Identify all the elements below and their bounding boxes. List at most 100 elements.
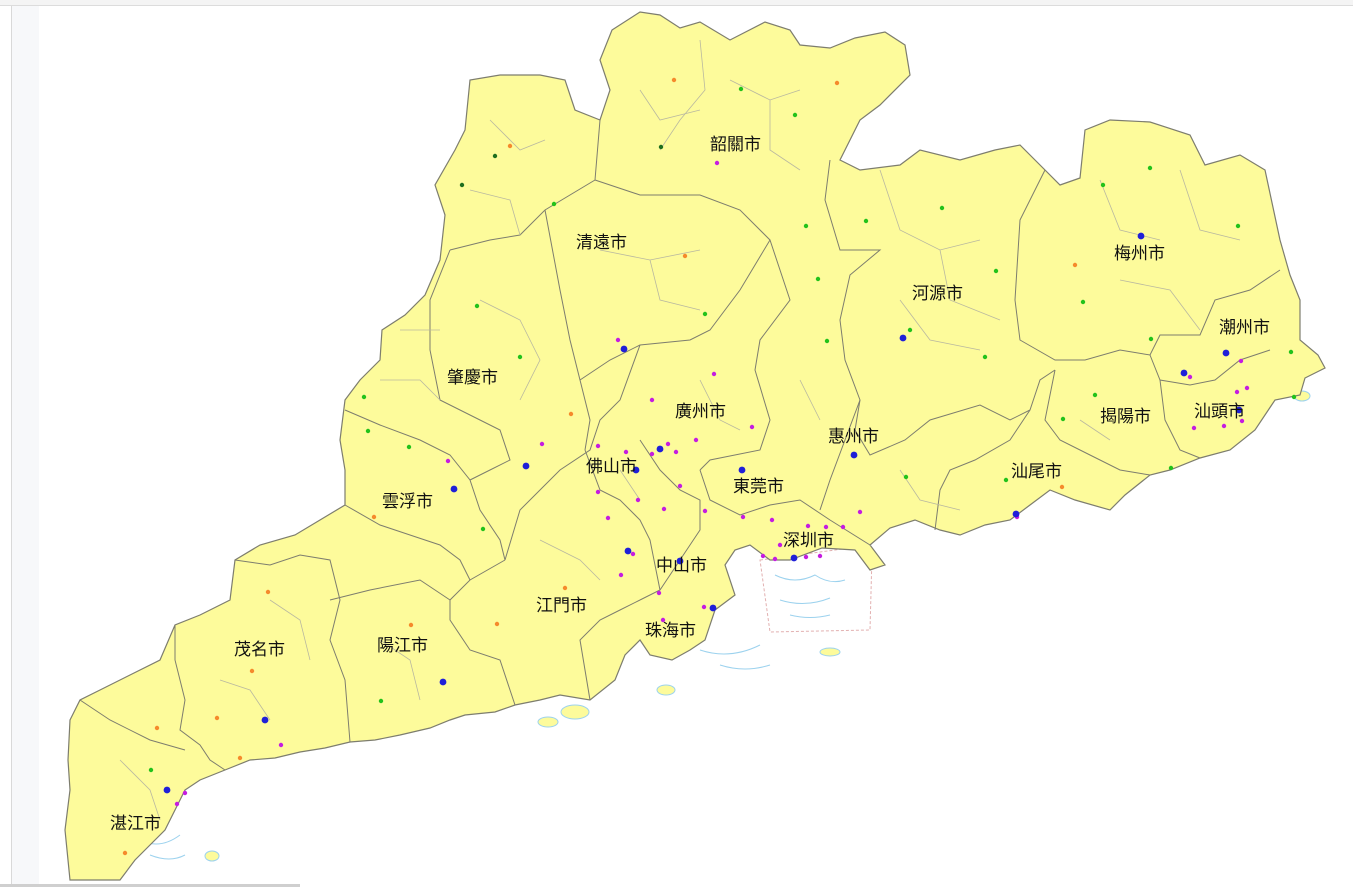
marker-green[interactable]	[792, 112, 798, 118]
marker-purple[interactable]	[711, 371, 717, 377]
marker-green[interactable]	[1080, 299, 1086, 305]
marker-purple[interactable]	[803, 554, 809, 560]
marker-purple[interactable]	[661, 506, 667, 512]
marker-purple[interactable]	[1187, 374, 1193, 380]
marker-purple[interactable]	[649, 397, 655, 403]
marker-blue[interactable]	[163, 786, 171, 794]
marker-purple[interactable]	[182, 790, 188, 796]
marker-purple[interactable]	[615, 337, 621, 343]
marker-orange[interactable]	[671, 77, 677, 83]
marker-purple[interactable]	[445, 458, 451, 464]
marker-green[interactable]	[551, 201, 557, 207]
marker-green[interactable]	[474, 303, 480, 309]
marker-orange[interactable]	[568, 411, 574, 417]
marker-purple[interactable]	[749, 424, 755, 430]
marker-blue[interactable]	[790, 554, 798, 562]
marker-green[interactable]	[480, 526, 486, 532]
marker-blue[interactable]	[620, 345, 628, 353]
marker-purple[interactable]	[1191, 425, 1197, 431]
marker-purple[interactable]	[656, 590, 662, 596]
marker-purple[interactable]	[635, 497, 641, 503]
marker-green[interactable]	[517, 354, 523, 360]
marker-green[interactable]	[1235, 223, 1241, 229]
marker-blue[interactable]	[899, 334, 907, 342]
marker-orange[interactable]	[408, 622, 414, 628]
marker-blue[interactable]	[261, 716, 269, 724]
marker-purple[interactable]	[630, 551, 636, 557]
marker-blue[interactable]	[709, 604, 717, 612]
marker-green[interactable]	[903, 474, 909, 480]
marker-orange[interactable]	[1059, 484, 1065, 490]
marker-purple[interactable]	[605, 515, 611, 521]
marker-green[interactable]	[863, 218, 869, 224]
marker-blue[interactable]	[1222, 349, 1230, 357]
marker-green[interactable]	[1060, 416, 1066, 422]
marker-darkgreen[interactable]	[459, 182, 465, 188]
marker-purple[interactable]	[693, 437, 699, 443]
marker-blue[interactable]	[1012, 510, 1020, 518]
marker-orange[interactable]	[834, 80, 840, 86]
marker-orange[interactable]	[154, 725, 160, 731]
marker-green[interactable]	[1288, 349, 1294, 355]
marker-orange[interactable]	[237, 755, 243, 761]
marker-green[interactable]	[406, 444, 412, 450]
marker-blue[interactable]	[450, 485, 458, 493]
marker-green[interactable]	[148, 767, 154, 773]
marker-purple[interactable]	[1221, 423, 1227, 429]
marker-purple[interactable]	[665, 441, 671, 447]
marker-blue[interactable]	[439, 678, 447, 686]
marker-green[interactable]	[1092, 392, 1098, 398]
marker-purple[interactable]	[702, 508, 708, 514]
marker-green[interactable]	[993, 268, 999, 274]
marker-purple[interactable]	[777, 542, 783, 548]
marker-orange[interactable]	[249, 668, 255, 674]
marker-purple[interactable]	[677, 483, 683, 489]
marker-purple[interactable]	[823, 524, 829, 530]
marker-green[interactable]	[378, 698, 384, 704]
marker-purple[interactable]	[805, 523, 811, 529]
marker-blue[interactable]	[1180, 369, 1188, 377]
marker-green[interactable]	[1147, 165, 1153, 171]
marker-purple[interactable]	[1238, 358, 1244, 364]
marker-orange[interactable]	[122, 850, 128, 856]
marker-purple[interactable]	[840, 524, 846, 530]
marker-orange[interactable]	[562, 585, 568, 591]
marker-orange[interactable]	[371, 514, 377, 520]
marker-purple[interactable]	[595, 443, 601, 449]
marker-purple[interactable]	[769, 517, 775, 523]
marker-purple[interactable]	[623, 449, 629, 455]
marker-purple[interactable]	[1234, 389, 1240, 395]
marker-orange[interactable]	[494, 621, 500, 627]
marker-purple[interactable]	[174, 801, 180, 807]
marker-purple[interactable]	[673, 449, 679, 455]
marker-green[interactable]	[1168, 465, 1174, 471]
marker-darkgreen[interactable]	[658, 144, 664, 150]
marker-green[interactable]	[738, 86, 744, 92]
marker-purple[interactable]	[660, 617, 666, 623]
marker-orange[interactable]	[507, 143, 513, 149]
marker-purple[interactable]	[1239, 418, 1245, 424]
marker-blue[interactable]	[1235, 406, 1243, 414]
marker-green[interactable]	[1148, 336, 1154, 342]
marker-green[interactable]	[824, 338, 830, 344]
marker-darkgreen[interactable]	[492, 153, 498, 159]
marker-purple[interactable]	[772, 556, 778, 562]
marker-orange[interactable]	[265, 589, 271, 595]
marker-purple[interactable]	[817, 553, 823, 559]
marker-blue[interactable]	[1137, 232, 1145, 240]
marker-orange[interactable]	[1072, 262, 1078, 268]
marker-purple[interactable]	[595, 489, 601, 495]
marker-blue[interactable]	[738, 466, 746, 474]
marker-green[interactable]	[815, 276, 821, 282]
marker-green[interactable]	[365, 428, 371, 434]
marker-blue[interactable]	[656, 445, 664, 453]
marker-purple[interactable]	[740, 514, 746, 520]
marker-blue[interactable]	[632, 466, 640, 474]
marker-orange[interactable]	[214, 715, 220, 721]
marker-purple[interactable]	[701, 604, 707, 610]
marker-purple[interactable]	[618, 572, 624, 578]
marker-blue[interactable]	[676, 557, 684, 565]
marker-blue[interactable]	[850, 451, 858, 459]
marker-purple[interactable]	[539, 441, 545, 447]
marker-green[interactable]	[982, 354, 988, 360]
